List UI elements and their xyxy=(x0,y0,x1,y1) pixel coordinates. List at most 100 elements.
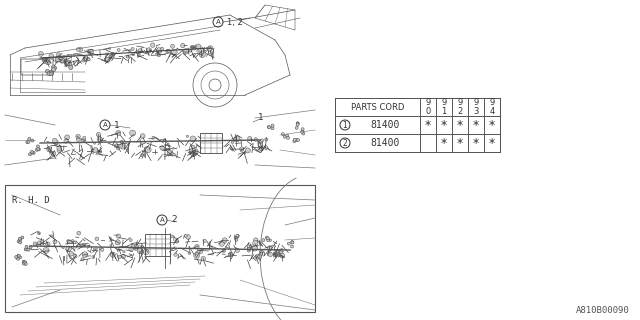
Circle shape xyxy=(31,150,33,153)
Circle shape xyxy=(15,256,18,259)
Circle shape xyxy=(81,138,86,142)
Circle shape xyxy=(109,237,111,239)
Circle shape xyxy=(234,136,240,142)
Circle shape xyxy=(167,150,172,155)
Circle shape xyxy=(83,136,86,139)
Circle shape xyxy=(147,48,152,53)
Circle shape xyxy=(68,62,72,66)
Circle shape xyxy=(51,151,56,156)
Circle shape xyxy=(252,245,258,251)
Circle shape xyxy=(201,256,205,261)
Circle shape xyxy=(144,147,150,152)
Text: 9
3: 9 3 xyxy=(474,98,479,116)
Circle shape xyxy=(137,247,140,250)
Circle shape xyxy=(76,48,80,52)
Circle shape xyxy=(51,65,55,69)
Text: *: * xyxy=(473,118,479,132)
Circle shape xyxy=(301,130,304,133)
Circle shape xyxy=(275,251,280,256)
Circle shape xyxy=(49,70,53,75)
Circle shape xyxy=(236,249,239,252)
Circle shape xyxy=(33,242,37,246)
Circle shape xyxy=(60,59,65,63)
Circle shape xyxy=(52,69,54,71)
Circle shape xyxy=(37,232,40,235)
Circle shape xyxy=(282,133,284,136)
Text: 81400: 81400 xyxy=(371,138,400,148)
Circle shape xyxy=(28,137,31,140)
Circle shape xyxy=(93,248,95,250)
Circle shape xyxy=(121,254,125,259)
Text: 1, 2: 1, 2 xyxy=(227,18,243,27)
Circle shape xyxy=(43,60,46,63)
Circle shape xyxy=(160,146,164,150)
Circle shape xyxy=(129,49,131,52)
Circle shape xyxy=(37,148,40,151)
Circle shape xyxy=(47,147,52,152)
Text: 1: 1 xyxy=(342,121,348,130)
Circle shape xyxy=(280,253,285,258)
Circle shape xyxy=(297,139,300,141)
Bar xyxy=(5,185,315,312)
Circle shape xyxy=(193,45,197,49)
Circle shape xyxy=(71,240,74,243)
Circle shape xyxy=(57,145,62,150)
Circle shape xyxy=(235,238,238,241)
Circle shape xyxy=(173,253,177,256)
Circle shape xyxy=(65,62,69,66)
Circle shape xyxy=(22,260,26,263)
Circle shape xyxy=(248,248,251,251)
Circle shape xyxy=(175,239,179,243)
Circle shape xyxy=(31,139,34,142)
Circle shape xyxy=(197,50,199,52)
Circle shape xyxy=(111,52,115,56)
Circle shape xyxy=(64,139,68,143)
Circle shape xyxy=(268,125,270,129)
Circle shape xyxy=(287,136,289,140)
Circle shape xyxy=(36,148,40,150)
Circle shape xyxy=(280,249,284,253)
Circle shape xyxy=(81,258,84,261)
Circle shape xyxy=(259,140,262,143)
Circle shape xyxy=(76,134,80,139)
Circle shape xyxy=(249,245,252,248)
Circle shape xyxy=(96,132,100,137)
Circle shape xyxy=(171,152,173,155)
Circle shape xyxy=(120,143,125,149)
Circle shape xyxy=(302,132,305,135)
Text: 81400: 81400 xyxy=(371,120,400,130)
Circle shape xyxy=(143,249,149,255)
Circle shape xyxy=(117,49,120,52)
Circle shape xyxy=(209,246,212,249)
Text: *: * xyxy=(441,118,447,132)
Circle shape xyxy=(228,252,233,257)
Circle shape xyxy=(69,252,74,256)
Circle shape xyxy=(76,137,81,141)
Circle shape xyxy=(283,135,286,138)
Circle shape xyxy=(161,47,163,50)
Circle shape xyxy=(130,130,136,136)
Circle shape xyxy=(129,247,133,251)
Circle shape xyxy=(268,126,271,129)
Circle shape xyxy=(82,59,85,62)
Circle shape xyxy=(265,138,268,141)
Circle shape xyxy=(110,252,115,257)
Circle shape xyxy=(291,241,294,244)
Circle shape xyxy=(247,249,250,252)
Circle shape xyxy=(74,254,77,258)
Circle shape xyxy=(271,124,274,127)
Circle shape xyxy=(118,255,121,259)
Text: 2: 2 xyxy=(342,139,348,148)
Circle shape xyxy=(163,139,166,141)
Circle shape xyxy=(97,137,102,142)
Circle shape xyxy=(87,58,90,60)
Circle shape xyxy=(172,49,177,55)
Circle shape xyxy=(186,135,189,137)
Text: PARTS CORD: PARTS CORD xyxy=(351,102,404,111)
Circle shape xyxy=(83,58,86,61)
Circle shape xyxy=(189,151,191,154)
Circle shape xyxy=(28,153,31,156)
Circle shape xyxy=(271,127,274,130)
Circle shape xyxy=(184,52,186,54)
Circle shape xyxy=(55,57,60,62)
